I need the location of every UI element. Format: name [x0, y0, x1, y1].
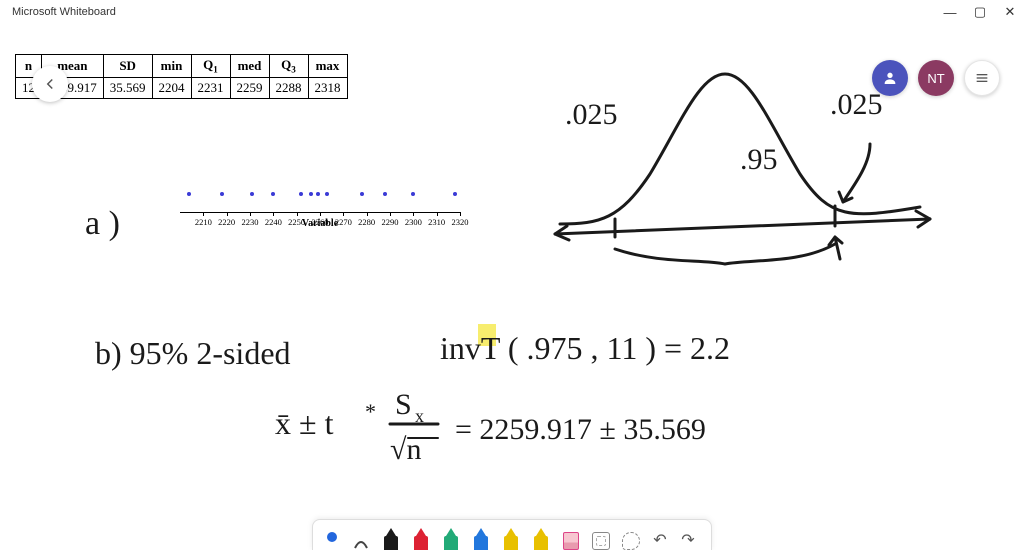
- pen-blue[interactable]: [471, 524, 491, 550]
- col-q3: Q3: [269, 55, 308, 78]
- dot-plot: 2210222022302240225022602270228022902300…: [180, 200, 460, 213]
- svg-text:x̄ ± t: x̄ ± t: [275, 405, 334, 441]
- pen-black[interactable]: [381, 524, 401, 550]
- back-button[interactable]: [32, 66, 68, 102]
- svg-text:.95: .95: [740, 143, 778, 176]
- person-icon: [882, 70, 898, 86]
- svg-text:= 2259.917 ± 35.569: = 2259.917 ± 35.569: [455, 413, 706, 446]
- pen-red[interactable]: [411, 524, 431, 550]
- active-tool-indicator: [327, 532, 337, 542]
- close-button[interactable]: ✕: [1004, 6, 1016, 18]
- col-med: med: [230, 55, 269, 78]
- ink-layer: .025 .025 .95 a ) b) 95% 2-sided invT ( …: [0, 24, 1024, 550]
- minimize-button[interactable]: —: [944, 6, 956, 18]
- eraser-icon: [563, 532, 579, 550]
- redo-button[interactable]: ↷: [679, 524, 697, 550]
- svg-text:√n: √n: [390, 433, 421, 466]
- lasso-tool[interactable]: [621, 524, 641, 550]
- maximize-button[interactable]: ▢: [974, 6, 986, 18]
- lasso-icon: [622, 532, 640, 550]
- ink-tool-button[interactable]: [351, 524, 371, 550]
- ink-icon: [352, 528, 370, 550]
- menu-icon: [974, 70, 990, 86]
- dotplot-axis-label: Variable: [302, 218, 338, 229]
- col-sd: SD: [103, 55, 152, 78]
- svg-text:.025: .025: [565, 98, 618, 131]
- whiteboard-canvas[interactable]: n mean SD min Q1 med Q3 max 12 2259.917 …: [0, 24, 1024, 550]
- top-right-controls: NT: [872, 60, 1000, 96]
- svg-text:x: x: [415, 406, 424, 426]
- app-title: Microsoft Whiteboard: [8, 6, 116, 18]
- window-controls: — ▢ ✕: [944, 6, 1016, 18]
- pen-toolbar: ↶ ↷: [312, 519, 712, 550]
- highlighter-1[interactable]: [501, 524, 521, 550]
- svg-text:a ): a ): [85, 205, 120, 242]
- settings-menu-button[interactable]: [964, 60, 1000, 96]
- ruler-tool[interactable]: [591, 524, 611, 550]
- arrow-left-icon: [41, 75, 59, 93]
- ruler-icon: [592, 532, 610, 550]
- undo-button[interactable]: ↶: [651, 524, 669, 550]
- svg-text:*: *: [365, 399, 376, 424]
- svg-text:S: S: [395, 388, 412, 421]
- title-bar: Microsoft Whiteboard — ▢ ✕: [0, 0, 1024, 24]
- pen-green[interactable]: [441, 524, 461, 550]
- highlighter-2[interactable]: [531, 524, 551, 550]
- invite-button[interactable]: [872, 60, 908, 96]
- svg-text:b) 95% 2-sided: b) 95% 2-sided: [95, 335, 291, 371]
- user-avatar[interactable]: NT: [918, 60, 954, 96]
- col-min: min: [152, 55, 191, 78]
- col-max: max: [308, 55, 347, 78]
- col-q1: Q1: [191, 55, 230, 78]
- eraser-tool[interactable]: [561, 524, 581, 550]
- svg-text:invT ( .975 , 11 ) = 2.2: invT ( .975 , 11 ) = 2.2: [440, 330, 730, 366]
